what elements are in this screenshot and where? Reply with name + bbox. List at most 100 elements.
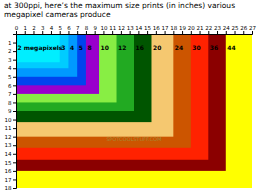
x-tick-mark bbox=[156, 31, 157, 34]
x-tick-mark bbox=[191, 31, 192, 34]
x-tick-label: 14 bbox=[135, 25, 142, 31]
x-tick-label: 18 bbox=[170, 25, 177, 31]
x-tick-mark bbox=[147, 31, 148, 34]
x-tick-label: 24 bbox=[223, 25, 230, 31]
y-tick-mark bbox=[13, 94, 16, 95]
print-size-rect bbox=[16, 34, 151, 122]
y-tick: 1 bbox=[8, 40, 16, 46]
x-tick: 4 bbox=[50, 25, 54, 35]
x-tick-label: 25 bbox=[232, 25, 239, 31]
x-tick: 1 bbox=[23, 25, 27, 35]
print-size-rect bbox=[16, 34, 191, 148]
y-tick-label: 17 bbox=[5, 177, 12, 183]
print-size-rect bbox=[16, 34, 86, 85]
y-tick-label: 9 bbox=[8, 108, 12, 114]
x-tick: 0 bbox=[15, 25, 19, 35]
x-tick-mark bbox=[33, 31, 34, 34]
y-tick-mark bbox=[13, 179, 16, 180]
y-tick: 18 bbox=[5, 185, 17, 191]
x-tick-label: 19 bbox=[179, 25, 186, 31]
x-tick-label: 12 bbox=[118, 25, 125, 31]
x-tick-label: 23 bbox=[214, 25, 221, 31]
x-tick-mark bbox=[86, 31, 87, 34]
x-tick-label: 1 bbox=[23, 25, 27, 31]
x-tick: 22 bbox=[205, 25, 212, 35]
print-size-rect bbox=[16, 34, 173, 137]
y-tick: 17 bbox=[5, 177, 17, 183]
x-tick-label: 4 bbox=[50, 25, 54, 31]
x-tick-label: 3 bbox=[41, 25, 45, 31]
y-tick: 9 bbox=[8, 108, 16, 114]
title: at 300ppi, here’s the maximum size print… bbox=[4, 1, 235, 19]
y-tick: 5 bbox=[8, 74, 16, 80]
x-tick: 11 bbox=[109, 25, 116, 35]
x-tick-label: 2 bbox=[32, 25, 36, 31]
y-axis-line bbox=[13, 35, 17, 189]
labels: 443630242016121085432 megapixels bbox=[18, 44, 236, 52]
x-tick: 26 bbox=[240, 25, 247, 35]
x-tick-label: 26 bbox=[240, 25, 247, 31]
category-label: 4 bbox=[70, 44, 74, 51]
x-tick-label: 16 bbox=[153, 25, 160, 31]
y-tick: 15 bbox=[5, 160, 17, 166]
x-tick: 12 bbox=[118, 25, 125, 35]
x-tick-mark bbox=[235, 31, 236, 34]
y-tick-label: 1 bbox=[8, 40, 12, 46]
y-tick-mark bbox=[13, 188, 16, 189]
y-axis: 123456789101112131415161718 bbox=[5, 35, 17, 192]
x-tick: 2 bbox=[32, 25, 36, 35]
y-tick-label: 13 bbox=[5, 142, 12, 148]
print-size-rect bbox=[16, 34, 117, 102]
category-label: 12 bbox=[118, 44, 126, 51]
x-tick-mark bbox=[121, 31, 122, 34]
x-axis-line bbox=[17, 31, 253, 35]
x-tick: 13 bbox=[127, 25, 134, 35]
y-tick-label: 14 bbox=[5, 151, 12, 157]
category-label: 5 bbox=[79, 44, 83, 51]
x-tick-mark bbox=[208, 31, 209, 34]
y-tick: 3 bbox=[8, 57, 16, 63]
x-tick-label: 5 bbox=[58, 25, 62, 31]
x-tick-mark bbox=[51, 31, 52, 34]
y-tick-label: 2 bbox=[8, 48, 12, 54]
y-tick-label: 3 bbox=[8, 57, 12, 63]
x-tick-mark bbox=[112, 31, 113, 34]
y-tick-label: 15 bbox=[5, 160, 12, 166]
y-tick-mark bbox=[13, 85, 16, 86]
y-tick-mark bbox=[13, 111, 16, 112]
y-tick-mark bbox=[13, 60, 16, 61]
plot: 0123456789101112131415161718192021222324… bbox=[5, 25, 257, 192]
x-tick-label: 9 bbox=[93, 25, 97, 31]
print-size-rect bbox=[16, 34, 68, 68]
x-tick-label: 0 bbox=[15, 25, 19, 31]
x-tick-mark bbox=[42, 31, 43, 34]
x-tick: 8 bbox=[85, 25, 89, 35]
x-tick: 24 bbox=[223, 25, 230, 35]
x-tick-label: 6 bbox=[67, 25, 71, 31]
category-label: 36 bbox=[210, 44, 218, 51]
x-tick: 21 bbox=[197, 25, 204, 35]
x-tick-mark bbox=[60, 31, 61, 34]
x-tick: 14 bbox=[135, 25, 142, 35]
x-tick-mark bbox=[226, 31, 227, 34]
category-label: 44 bbox=[227, 44, 235, 51]
category-label: 20 bbox=[153, 44, 161, 51]
y-tick-mark bbox=[13, 128, 16, 129]
print-size-rect bbox=[16, 34, 134, 111]
title-line: megapixel cameras produce bbox=[4, 10, 111, 19]
y-tick-mark bbox=[13, 145, 16, 146]
print-size-rect bbox=[16, 34, 226, 171]
x-tick-mark bbox=[200, 31, 201, 34]
x-tick-mark bbox=[173, 31, 174, 34]
y-tick: 12 bbox=[5, 134, 17, 140]
y-tick-mark bbox=[13, 68, 16, 69]
x-tick-label: 11 bbox=[109, 25, 116, 31]
x-tick-label: 21 bbox=[197, 25, 204, 31]
print-size-rect bbox=[16, 34, 208, 160]
y-tick-mark bbox=[13, 137, 16, 138]
y-tick-label: 10 bbox=[5, 117, 12, 123]
x-tick: 15 bbox=[144, 25, 151, 35]
category-label: 24 bbox=[175, 44, 183, 51]
x-tick-mark bbox=[103, 31, 104, 34]
category-label: 2 megapixels bbox=[18, 44, 63, 52]
